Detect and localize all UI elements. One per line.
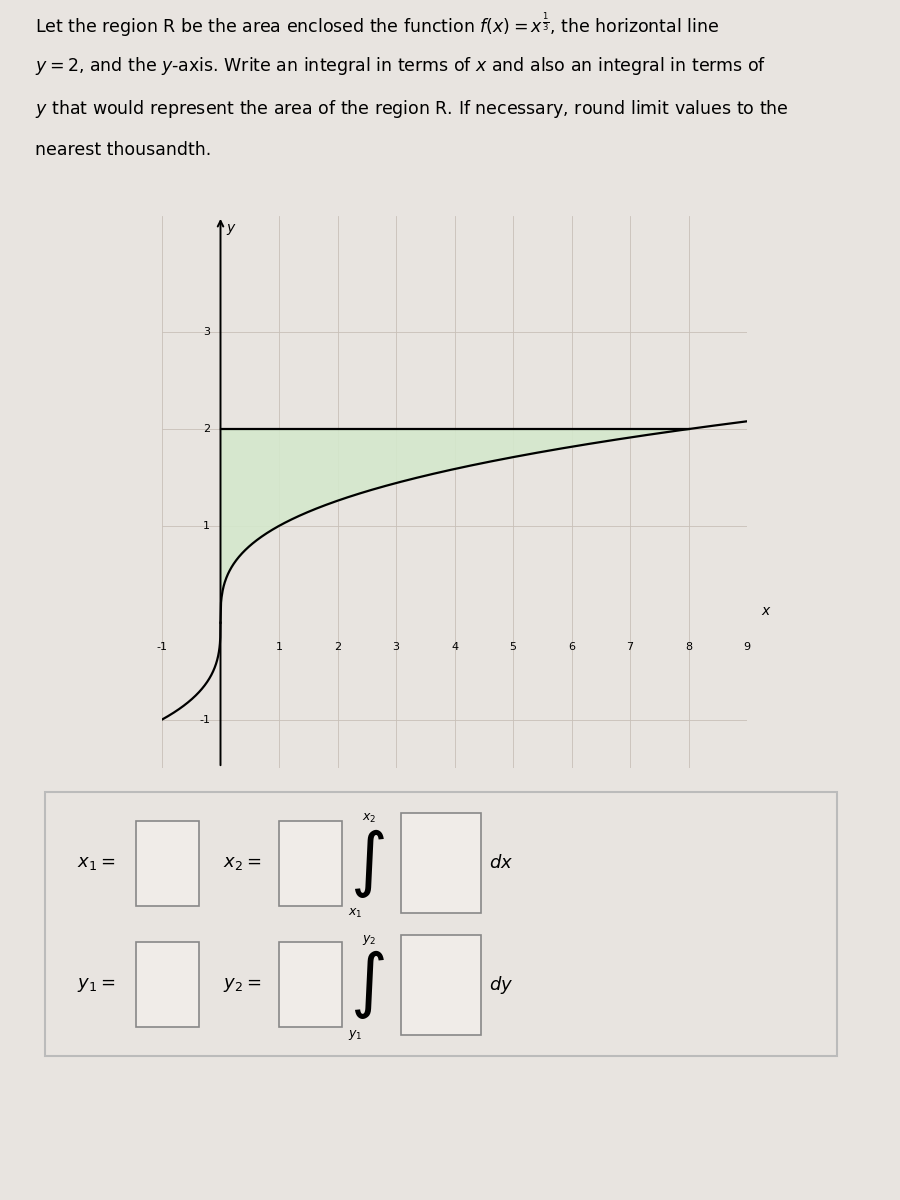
Text: $y$ that would represent the area of the region R. If necessary, round limit val: $y$ that would represent the area of the… <box>35 97 789 120</box>
Text: 1: 1 <box>203 521 210 530</box>
Text: $dx$: $dx$ <box>489 854 513 872</box>
Bar <box>136 821 200 906</box>
Text: 5: 5 <box>509 642 517 652</box>
Text: -1: -1 <box>199 714 210 725</box>
Bar <box>401 935 481 1034</box>
Text: 6: 6 <box>568 642 575 652</box>
Text: $y = 2$, and the $y$-axis. Write an integral in terms of $x$ and also an integra: $y = 2$, and the $y$-axis. Write an inte… <box>35 54 767 77</box>
Text: nearest thousandth.: nearest thousandth. <box>35 140 211 158</box>
Text: $y_2 =$: $y_2 =$ <box>223 976 262 994</box>
Text: $dy$: $dy$ <box>489 973 513 996</box>
Text: x: x <box>761 604 770 618</box>
Text: 1: 1 <box>275 642 283 652</box>
Text: 2: 2 <box>334 642 341 652</box>
Text: 7: 7 <box>626 642 634 652</box>
Text: $y_1 =$: $y_1 =$ <box>76 976 115 994</box>
Text: 3: 3 <box>392 642 400 652</box>
Text: $\int$: $\int$ <box>350 827 384 900</box>
Text: 8: 8 <box>685 642 692 652</box>
Bar <box>279 821 342 906</box>
Text: -1: -1 <box>157 642 167 652</box>
Text: $x_1$: $x_1$ <box>347 907 362 920</box>
Bar <box>136 942 200 1027</box>
Text: 3: 3 <box>203 328 210 337</box>
Text: 4: 4 <box>451 642 458 652</box>
Text: 9: 9 <box>743 642 751 652</box>
Bar <box>401 814 481 913</box>
Text: $\int$: $\int$ <box>350 948 384 1021</box>
Text: $y_1$: $y_1$ <box>347 1028 362 1042</box>
Text: $x_1 =$: $x_1 =$ <box>76 854 115 872</box>
Text: $x_2$: $x_2$ <box>362 812 376 824</box>
Bar <box>279 942 342 1027</box>
Text: y: y <box>227 221 235 235</box>
Text: Let the region R be the area enclosed the function $f(x) = x^{\frac{1}{3}}$, the: Let the region R be the area enclosed th… <box>35 12 720 40</box>
Text: $y_2$: $y_2$ <box>362 932 376 947</box>
Text: $x_2 =$: $x_2 =$ <box>223 854 262 872</box>
Text: 2: 2 <box>202 424 210 434</box>
